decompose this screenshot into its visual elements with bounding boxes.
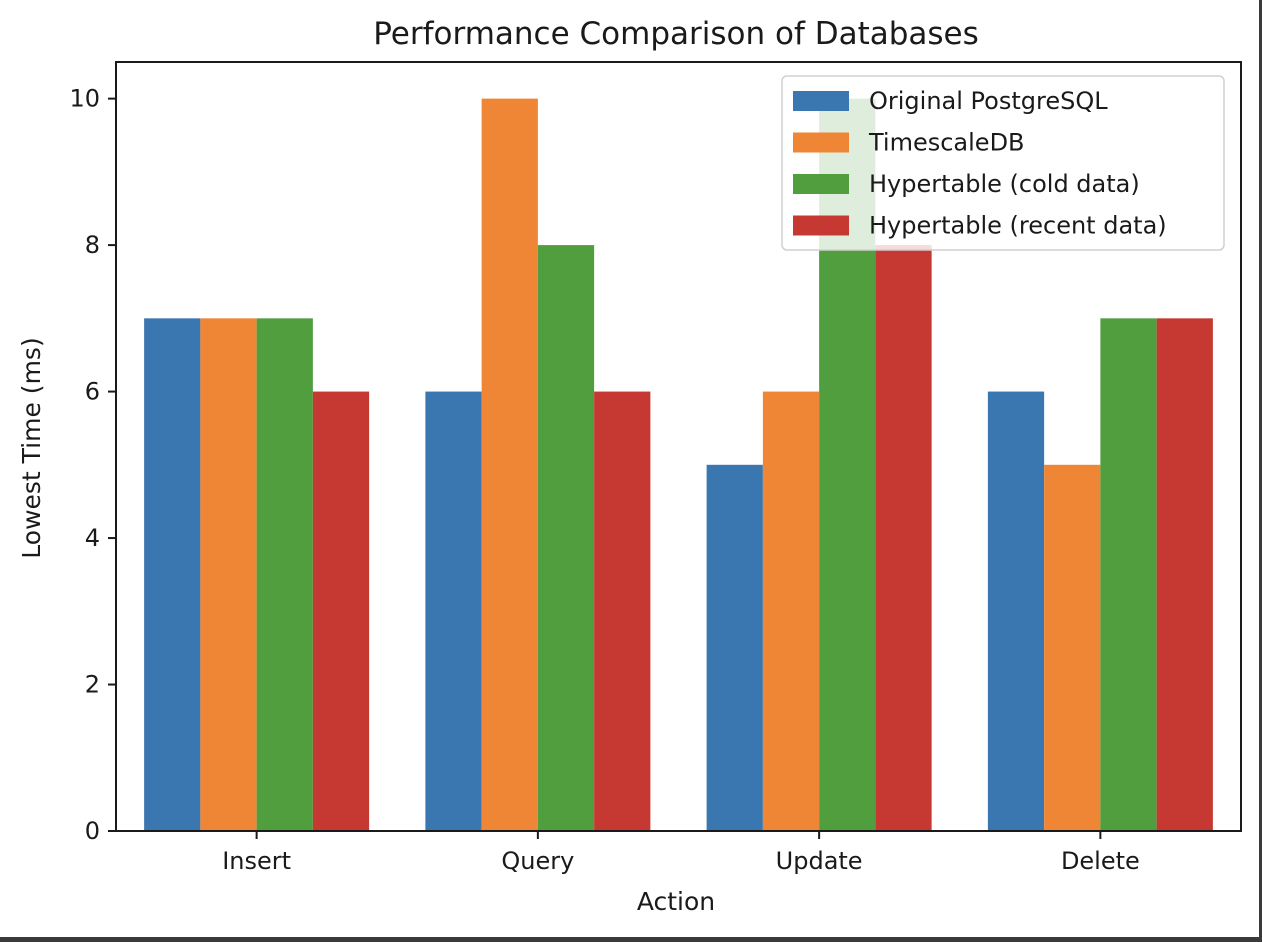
axes-layer: [115, 61, 1242, 832]
legend-swatch: [793, 215, 849, 236]
bar-delete-series-3: [1100, 318, 1157, 831]
x-axis-label: Action: [637, 887, 715, 916]
x-tick-label: Update: [776, 847, 863, 875]
legend-box: [781, 75, 1225, 251]
bar-delete-series-4: [1156, 318, 1213, 831]
bar-delete-series-2: [1044, 464, 1101, 831]
bar-query-series-2: [481, 98, 538, 832]
plot-area-frame: [115, 61, 1242, 832]
bar-insert-series-2: [200, 318, 257, 831]
window-right-border: [1259, 0, 1262, 942]
x-tick-label: Insert: [222, 847, 291, 875]
y-tick-label: 0: [85, 817, 100, 845]
legend-label: Hypertable (recent data): [869, 212, 1167, 240]
bars-layer: [144, 98, 1213, 832]
legend-swatch: [793, 132, 849, 153]
bar-query-series-3: [537, 245, 595, 832]
legend-label: Original PostgreSQL: [869, 87, 1108, 115]
legend-label: TimescaleDB: [868, 129, 1025, 157]
y-tick-label: 2: [85, 671, 100, 699]
y-tick-label: 4: [85, 524, 100, 552]
bar-insert-series-1: [144, 318, 201, 831]
x-tick-label: Delete: [1061, 847, 1140, 875]
legend-swatch: [793, 91, 849, 111]
bar-update-series-1: [706, 464, 763, 831]
bar-update-series-4: [875, 245, 932, 832]
legend-swatch: [793, 174, 849, 194]
bar-delete-series-1: [987, 391, 1045, 831]
bar-insert-series-4: [312, 391, 370, 831]
ticks-layer: 0 2 4 6 8 10 Insert Query Update Delete: [69, 85, 1139, 875]
legend: Original PostgreSQL TimescaleDB Hypertable…: [781, 75, 1225, 251]
y-tick-label: 10: [69, 85, 100, 113]
bar-query-series-4: [594, 391, 651, 831]
bar-update-series-2: [762, 391, 820, 831]
bar-insert-series-3: [256, 318, 313, 831]
y-tick-label: 8: [85, 231, 100, 259]
x-tick-label: Query: [501, 847, 574, 875]
bar-query-series-1: [425, 391, 482, 831]
window-bottom-border: [0, 937, 1262, 942]
chart-title: Performance Comparison of Databases: [373, 16, 979, 52]
y-axis-label: Lowest Time (ms): [17, 337, 46, 558]
y-tick-label: 6: [85, 378, 100, 406]
legend-label: Hypertable (cold data): [869, 170, 1140, 198]
